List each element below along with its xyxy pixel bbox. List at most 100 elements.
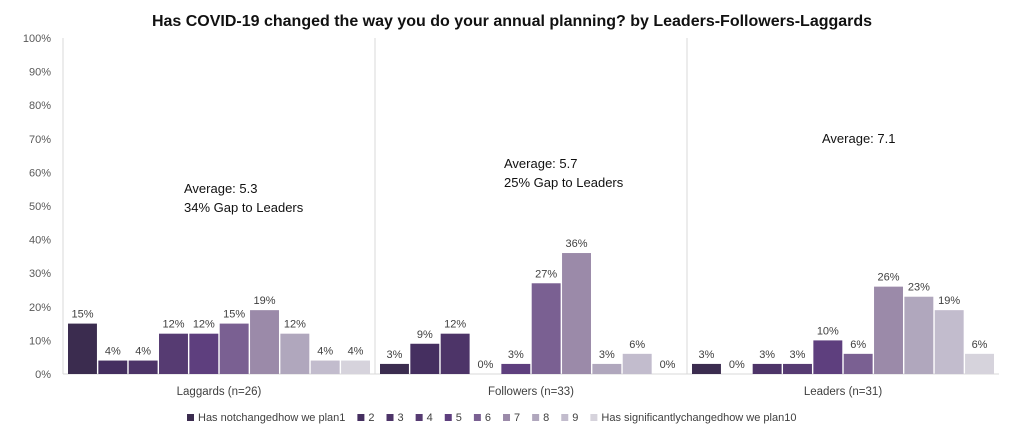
bar — [310, 360, 340, 374]
bar — [813, 340, 843, 374]
legend-label: 2 — [368, 412, 374, 424]
legend-swatch — [386, 414, 394, 421]
category-labels: Laggards (n=26) Followers (n=33) Leaders (… — [177, 386, 883, 398]
bar — [189, 333, 219, 374]
data-label: 3% — [599, 349, 615, 361]
bar — [843, 353, 873, 374]
legend-swatch — [561, 414, 569, 421]
data-label: 0% — [729, 359, 745, 371]
chart-title: Has COVID-19 changed the way you do your… — [152, 13, 872, 30]
bar — [341, 360, 370, 374]
data-label: 6% — [972, 339, 988, 351]
legend-label: 3 — [398, 412, 404, 424]
bar — [440, 333, 470, 374]
bar — [783, 363, 812, 374]
legend-label: 4 — [427, 412, 433, 424]
annotations: Average: 5.3 34% Gap to Leaders Average: 5… — [184, 131, 895, 215]
legend: Has notchangedhow we plan1 2 3 4 5 6 7 8 9 Has si… — [187, 412, 796, 424]
y-tick-label: 0% — [35, 369, 51, 381]
data-label: 3% — [387, 349, 403, 361]
legend-label: Has significantlychangedhow we plan10 — [601, 412, 796, 424]
data-label: 0% — [478, 359, 494, 371]
bar — [622, 353, 652, 374]
group-separators — [374, 38, 688, 374]
y-tick-label: 20% — [29, 302, 51, 314]
legend-swatch — [357, 414, 365, 421]
data-label: 26% — [877, 272, 899, 284]
annotation-text: Average: 5.3 — [184, 181, 257, 196]
annotation-text: Average: 5.7 — [504, 156, 577, 171]
bar — [904, 296, 934, 374]
y-tick-label: 40% — [29, 235, 51, 247]
y-tick-label: 100% — [23, 33, 51, 45]
y-axis: 0% 10% 20% 30% 40% 50% 60% 70% 80% 90% 100% — [23, 33, 999, 381]
legend-label: Has notchangedhow we plan1 — [198, 412, 345, 424]
legend-item: 4 — [415, 412, 433, 424]
data-label: 3% — [759, 349, 775, 361]
data-label: 12% — [444, 319, 466, 331]
legend-item: Has significantlychangedhow we plan10 — [590, 412, 796, 424]
data-label: 12% — [284, 319, 306, 331]
legend-item: 5 — [444, 412, 462, 424]
legend-swatch — [503, 414, 511, 421]
data-label: 36% — [565, 238, 587, 250]
annotation-text: Average: 7.1 — [822, 131, 895, 146]
category-label: Laggards (n=26) — [177, 386, 262, 398]
data-label: 3% — [699, 349, 715, 361]
bar — [501, 363, 531, 374]
y-tick-label: 70% — [29, 134, 51, 146]
y-tick-label: 10% — [29, 335, 51, 347]
data-label: 6% — [629, 339, 645, 351]
legend-item: 9 — [561, 412, 578, 424]
bar — [250, 310, 279, 374]
legend-item: 8 — [532, 412, 549, 424]
data-label: 12% — [193, 319, 215, 331]
bars — [68, 253, 994, 374]
legend-label: 8 — [543, 412, 549, 424]
bar — [934, 310, 964, 374]
legend-swatch — [415, 414, 423, 421]
y-tick-label: 90% — [29, 67, 51, 79]
annotation-text: 34% Gap to Leaders — [184, 200, 304, 215]
bar — [531, 283, 561, 374]
annotation-text: 25% Gap to Leaders — [504, 175, 624, 190]
legend-swatch — [187, 414, 194, 421]
data-label: 4% — [105, 346, 121, 358]
data-label: 4% — [135, 346, 151, 358]
bar — [68, 323, 97, 374]
legend-label: 9 — [572, 412, 578, 424]
bar — [410, 343, 440, 374]
data-label: 15% — [71, 309, 93, 321]
legend-swatch — [590, 414, 598, 421]
legend-item: 6 — [473, 412, 491, 424]
y-tick-label: 80% — [29, 100, 51, 112]
bar — [159, 333, 188, 374]
bar — [219, 323, 249, 374]
legend-item: 3 — [386, 412, 404, 424]
data-label: 19% — [938, 295, 960, 307]
bar — [562, 253, 591, 374]
bar — [128, 360, 158, 374]
data-label: 3% — [790, 349, 806, 361]
legend-item: Has notchangedhow we plan1 — [187, 412, 345, 424]
legend-swatch — [473, 414, 481, 421]
data-label: 10% — [817, 325, 839, 337]
legend-swatch — [532, 414, 540, 421]
data-label: 9% — [417, 329, 433, 341]
bar — [98, 360, 128, 374]
data-label: 4% — [317, 346, 333, 358]
data-label: 15% — [223, 309, 245, 321]
legend-item: 2 — [357, 412, 375, 424]
legend-label: 5 — [456, 412, 462, 424]
legend-swatch — [444, 414, 452, 421]
y-tick-label: 30% — [29, 268, 51, 280]
bar — [592, 363, 622, 374]
data-label: 4% — [348, 346, 364, 358]
bar — [752, 363, 782, 374]
bar — [692, 363, 721, 374]
category-label: Leaders (n=31) — [804, 386, 882, 398]
data-label: 19% — [253, 295, 275, 307]
y-tick-label: 50% — [29, 201, 51, 213]
